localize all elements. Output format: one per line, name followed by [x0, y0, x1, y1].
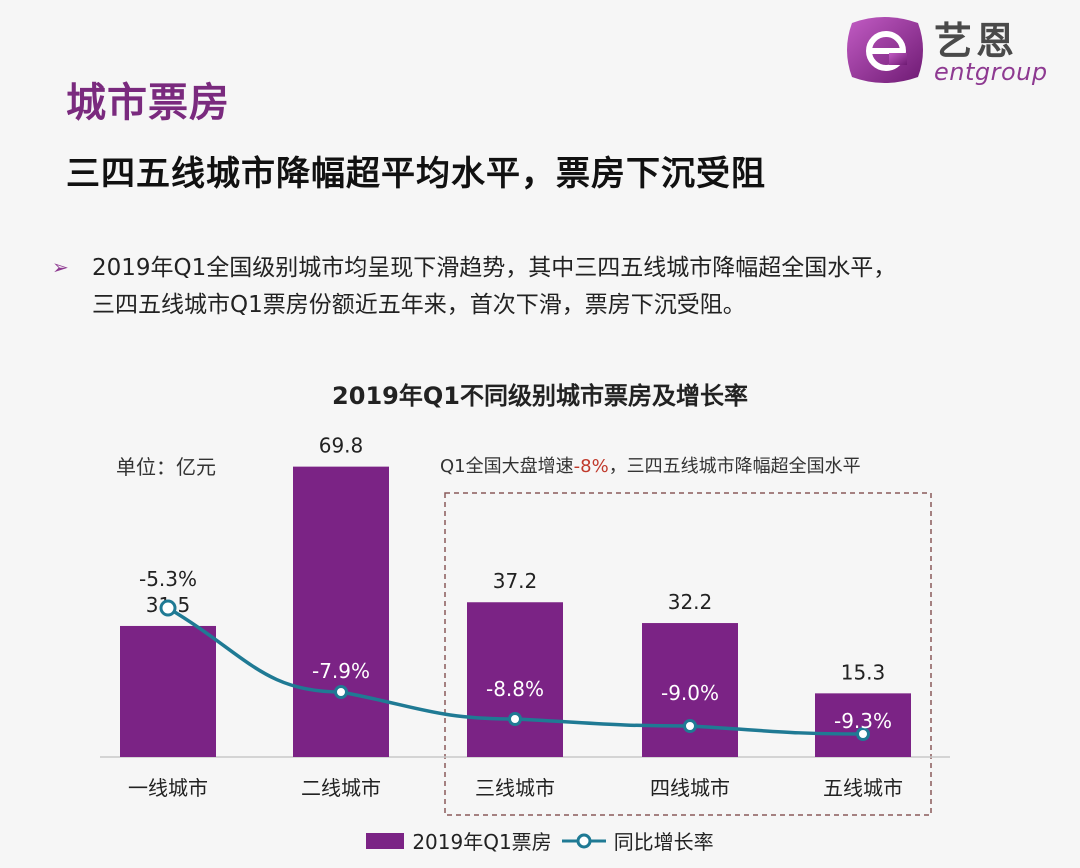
bar-value-label-2: 69.8 — [319, 434, 364, 458]
legend-line-swatch — [561, 833, 606, 848]
bullet-line-2: 三四五线城市Q1票房份额近五年来，首次下滑，票房下沉受阻。 — [92, 292, 746, 318]
x-tick-label-3: 三线城市 — [475, 776, 555, 800]
legend-item-bar: 2019年Q1票房 — [366, 826, 552, 855]
rate-point-4 — [683, 719, 697, 733]
rate-label-5: -9.3% — [834, 709, 892, 733]
x-tick-label-4: 四线城市 — [650, 776, 730, 800]
rate-point-2 — [334, 685, 348, 699]
x-tick-label-5: 五线城市 — [823, 776, 903, 800]
rate-label-1: -5.3% — [139, 567, 197, 591]
bar-1 — [120, 625, 216, 757]
x-tick-label-2: 二线城市 — [301, 776, 381, 800]
legend-item-line: 同比增长率 — [561, 826, 714, 855]
note-prefix: Q1全国大盘增速 — [440, 456, 574, 477]
rate-label-4: -9.0% — [661, 681, 719, 705]
logo-cn-text: 艺恩 — [934, 19, 1019, 63]
highlight-box — [444, 492, 932, 816]
chart-title: 2019年Q1不同级别城市票房及增长率 — [332, 382, 748, 410]
section-title: 城市票房 — [66, 80, 230, 126]
rate-point-5 — [856, 727, 870, 741]
bar-value-label-4: 32.2 — [668, 590, 713, 614]
bar-value-label-3: 37.2 — [493, 569, 538, 593]
x-tick-label-1: 一线城市 — [128, 776, 208, 800]
legend-bar-swatch — [366, 832, 405, 849]
rate-label-2: -7.9% — [312, 659, 370, 683]
note-suffix: ，三四五线城市降幅超全国水平 — [608, 456, 861, 477]
bar-3 — [467, 602, 563, 757]
bar-4 — [642, 623, 738, 757]
rate-label-3: -8.8% — [486, 677, 544, 701]
bar-5 — [815, 693, 911, 757]
chart-note: Q1全国大盘增速-8%，三四五线城市降幅超全国水平 — [440, 452, 861, 478]
logo-e-icon — [847, 17, 923, 83]
page-headline: 三四五线城市降幅超平均水平，票房下沉受阻 — [66, 154, 766, 194]
bullet-arrow-icon: ➢ — [52, 255, 69, 279]
legend-bar-label: 2019年Q1票房 — [412, 830, 552, 854]
chart-legend: 2019年Q1票房 同比增长率 — [0, 826, 1080, 855]
rate-point-1 — [159, 599, 177, 617]
logo-en-text: entgroup — [934, 58, 1048, 86]
bar-value-label-5: 15.3 — [841, 660, 886, 684]
bullet-line-1: 2019年Q1全国级别城市均呈现下滑趋势，其中三四五线城市降幅超全国水平， — [92, 255, 897, 281]
bullet-point: ➢ 2019年Q1全国级别城市均呈现下滑趋势，其中三四五线城市降幅超全国水平， … — [52, 250, 1032, 324]
rate-point-3 — [508, 712, 522, 726]
bullet-text: 2019年Q1全国级别城市均呈现下滑趋势，其中三四五线城市降幅超全国水平， 三四… — [92, 250, 896, 324]
unit-label: 单位：亿元 — [116, 455, 216, 479]
bar-2 — [293, 466, 389, 757]
entgroup-logo: 艺恩 entgroup — [842, 10, 1062, 88]
note-highlight: -8% — [573, 456, 609, 477]
legend-line-label: 同比增长率 — [613, 830, 714, 854]
